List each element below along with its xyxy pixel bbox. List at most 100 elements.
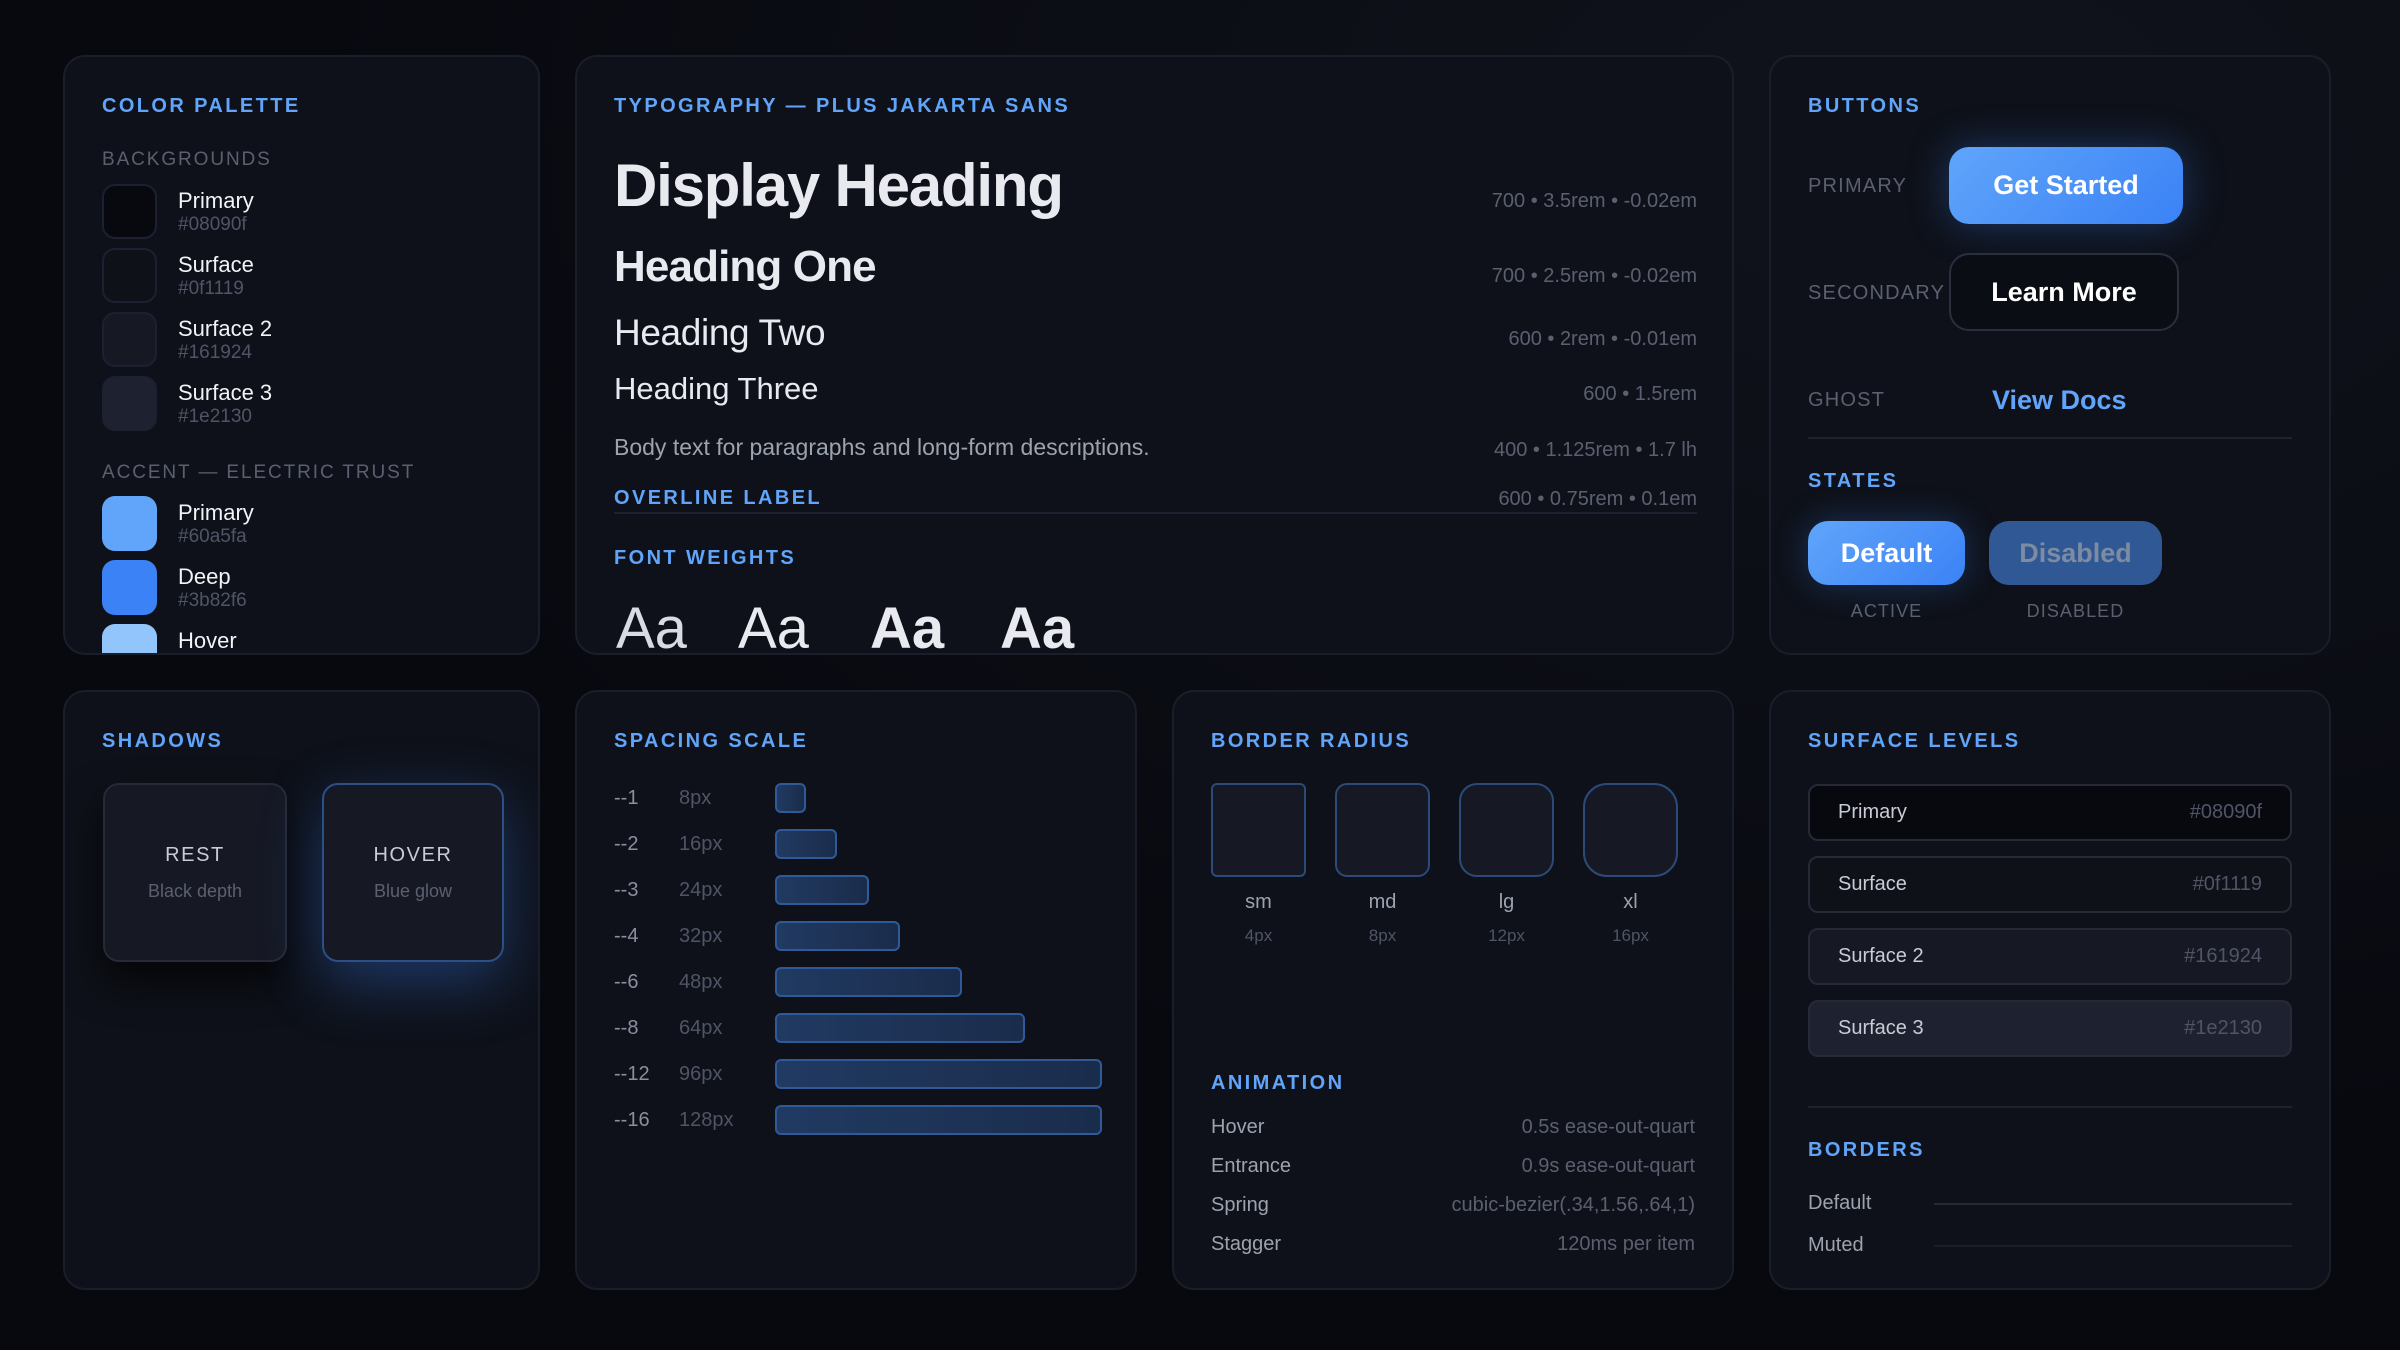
radius-value: 4px xyxy=(1244,926,1273,945)
font-weight-sample: Aa xyxy=(738,596,809,655)
learn-more-button[interactable]: Learn More xyxy=(1949,253,2179,331)
border-name: Default xyxy=(1808,1192,1872,1214)
surface-name: Surface 2 xyxy=(1838,945,1924,967)
secondary-label: SECONDARY xyxy=(1808,282,1946,304)
swatch-name: Primary xyxy=(178,188,254,213)
swatch-hex: #60a5fa xyxy=(178,526,247,547)
color-swatch xyxy=(102,184,157,239)
animation-value: 0.9s ease-out-quart xyxy=(1521,1155,1695,1177)
spacing-token: --1 xyxy=(614,787,639,809)
animation-row: Hover 0.5s ease-out-quart xyxy=(1211,1115,1695,1139)
color-swatch xyxy=(102,560,157,615)
color-palette-card: COLOR PALETTE BACKGROUNDS Primary #08090… xyxy=(63,55,540,655)
swatch-name: Primary xyxy=(178,500,254,525)
spacing-bar xyxy=(775,783,807,813)
surface-levels-card: SURFACE LEVELS Primary #08090f Surface #… xyxy=(1769,690,2331,1290)
spacing-token: --8 xyxy=(614,1017,639,1039)
card-title: SHADOWS xyxy=(102,730,224,752)
typography-card: TYPOGRAPHY — PLUS JAKARTA SANS Display H… xyxy=(575,55,1734,655)
swatch-name: Hover xyxy=(178,628,237,653)
hover-desc: Blue glow xyxy=(373,881,453,901)
divider xyxy=(1808,1106,2292,1108)
swatch-hex: #08090f xyxy=(178,214,247,235)
animation-row: Spring cubic-bezier(.34,1.56,.64,1) xyxy=(1211,1193,1695,1217)
animation-name: Hover xyxy=(1211,1116,1265,1138)
rest-desc: Black depth xyxy=(147,881,243,901)
surface-level-row: Primary #08090f xyxy=(1808,784,2292,841)
disabled-caption: DISABLED xyxy=(2026,601,2125,621)
hover-shadow-sample: HOVER Blue glow xyxy=(322,783,504,962)
color-swatch xyxy=(102,624,157,653)
radius-name: lg xyxy=(1498,891,1515,913)
spec-text: 600 • 1.5rem xyxy=(1583,383,1697,405)
spacing-value: 8px xyxy=(679,787,712,809)
overline-label-sample: OVERLINE LABEL xyxy=(614,487,823,509)
font-weight-sample: Aa xyxy=(870,596,945,655)
color-swatch xyxy=(102,496,157,551)
radius-name: xl xyxy=(1623,891,1638,913)
heading-two-sample: Heading Two xyxy=(614,312,826,353)
border-sample-line xyxy=(1934,1245,2292,1247)
radius-name: md xyxy=(1368,891,1397,913)
spec-text: 400 • 1.125rem • 1.7 lh xyxy=(1493,439,1697,461)
card-title: TYPOGRAPHY — PLUS JAKARTA SANS xyxy=(614,95,1071,117)
buttons-card: BUTTONS PRIMARY Get Started SECONDARY Le… xyxy=(1769,55,2331,655)
spacing-bar xyxy=(775,1105,1102,1135)
spec-text: 600 • 2rem • -0.01em xyxy=(1508,328,1697,350)
rest-label: REST xyxy=(165,844,225,866)
spacing-token: --4 xyxy=(614,925,639,947)
surface-hex: #0f1119 xyxy=(2192,873,2262,895)
animation-row: Stagger 120ms per item xyxy=(1211,1232,1695,1256)
radius-sample xyxy=(1335,783,1430,877)
spacing-value: 96px xyxy=(679,1063,723,1085)
radius-value: 16px xyxy=(1612,926,1649,945)
color-swatch xyxy=(102,376,157,431)
disabled-state-button: Disabled xyxy=(1989,521,2162,585)
color-swatch xyxy=(102,248,157,303)
spacing-bar xyxy=(775,967,963,997)
heading-one-sample: Heading One xyxy=(614,242,877,291)
radius-name: sm xyxy=(1245,891,1272,913)
radius-sample xyxy=(1583,783,1678,877)
swatch-name: Surface 3 xyxy=(178,380,273,405)
border-name: Muted xyxy=(1808,1234,1864,1256)
spec-text: 700 • 3.5rem • -0.02em xyxy=(1491,190,1697,212)
spacing-token: --16 xyxy=(614,1109,650,1131)
radius-value: 12px xyxy=(1488,926,1525,945)
spacing-bar xyxy=(775,875,869,905)
animation-row: Entrance 0.9s ease-out-quart xyxy=(1211,1154,1695,1178)
get-started-button[interactable]: Get Started xyxy=(1949,147,2183,224)
view-docs-button[interactable]: View Docs xyxy=(1992,385,2127,415)
font-weights-label: FONT WEIGHTS xyxy=(614,547,797,569)
card-title: SURFACE LEVELS xyxy=(1808,730,2021,752)
spacing-value: 128px xyxy=(679,1109,734,1131)
surface-hex: #1e2130 xyxy=(2184,1017,2262,1039)
heading-three-sample: Heading Three xyxy=(614,371,819,406)
body-text-sample: Body text for paragraphs and long-form d… xyxy=(614,434,1150,460)
swatch-name: Surface xyxy=(178,252,254,277)
borders-title: BORDERS xyxy=(1808,1139,1925,1161)
spacing-value: 16px xyxy=(679,833,723,855)
spacing-value: 64px xyxy=(679,1017,723,1039)
swatch-hex: #1e2130 xyxy=(178,406,252,427)
surface-level-row: Surface 2 #161924 xyxy=(1808,928,2292,985)
surface-level-row: Surface 3 #1e2130 xyxy=(1808,1000,2292,1057)
display-heading-sample: Display Heading xyxy=(614,152,1064,219)
border-radius-card: BORDER RADIUS sm 4px md 8px lg 12px xl 1… xyxy=(1172,690,1734,1290)
spacing-bar xyxy=(775,1059,1102,1089)
swatch-name: Deep xyxy=(178,564,231,589)
animation-title: ANIMATION xyxy=(1211,1072,1345,1094)
hover-label: HOVER xyxy=(373,844,453,866)
animation-value: 0.5s ease-out-quart xyxy=(1521,1116,1695,1138)
animation-name: Stagger xyxy=(1211,1233,1282,1255)
swatch-hex: #161924 xyxy=(178,342,252,363)
accent-label: ACCENT — ELECTRIC TRUST xyxy=(102,462,416,483)
spacing-bar xyxy=(775,921,900,951)
animation-name: Spring xyxy=(1211,1194,1269,1216)
radius-sample xyxy=(1211,783,1306,877)
border-sample-line xyxy=(1934,1203,2292,1205)
states-title: STATES xyxy=(1808,470,1899,492)
card-title: COLOR PALETTE xyxy=(102,95,301,117)
card-title: BORDER RADIUS xyxy=(1211,730,1412,752)
default-state-button[interactable]: Default xyxy=(1808,521,1965,585)
